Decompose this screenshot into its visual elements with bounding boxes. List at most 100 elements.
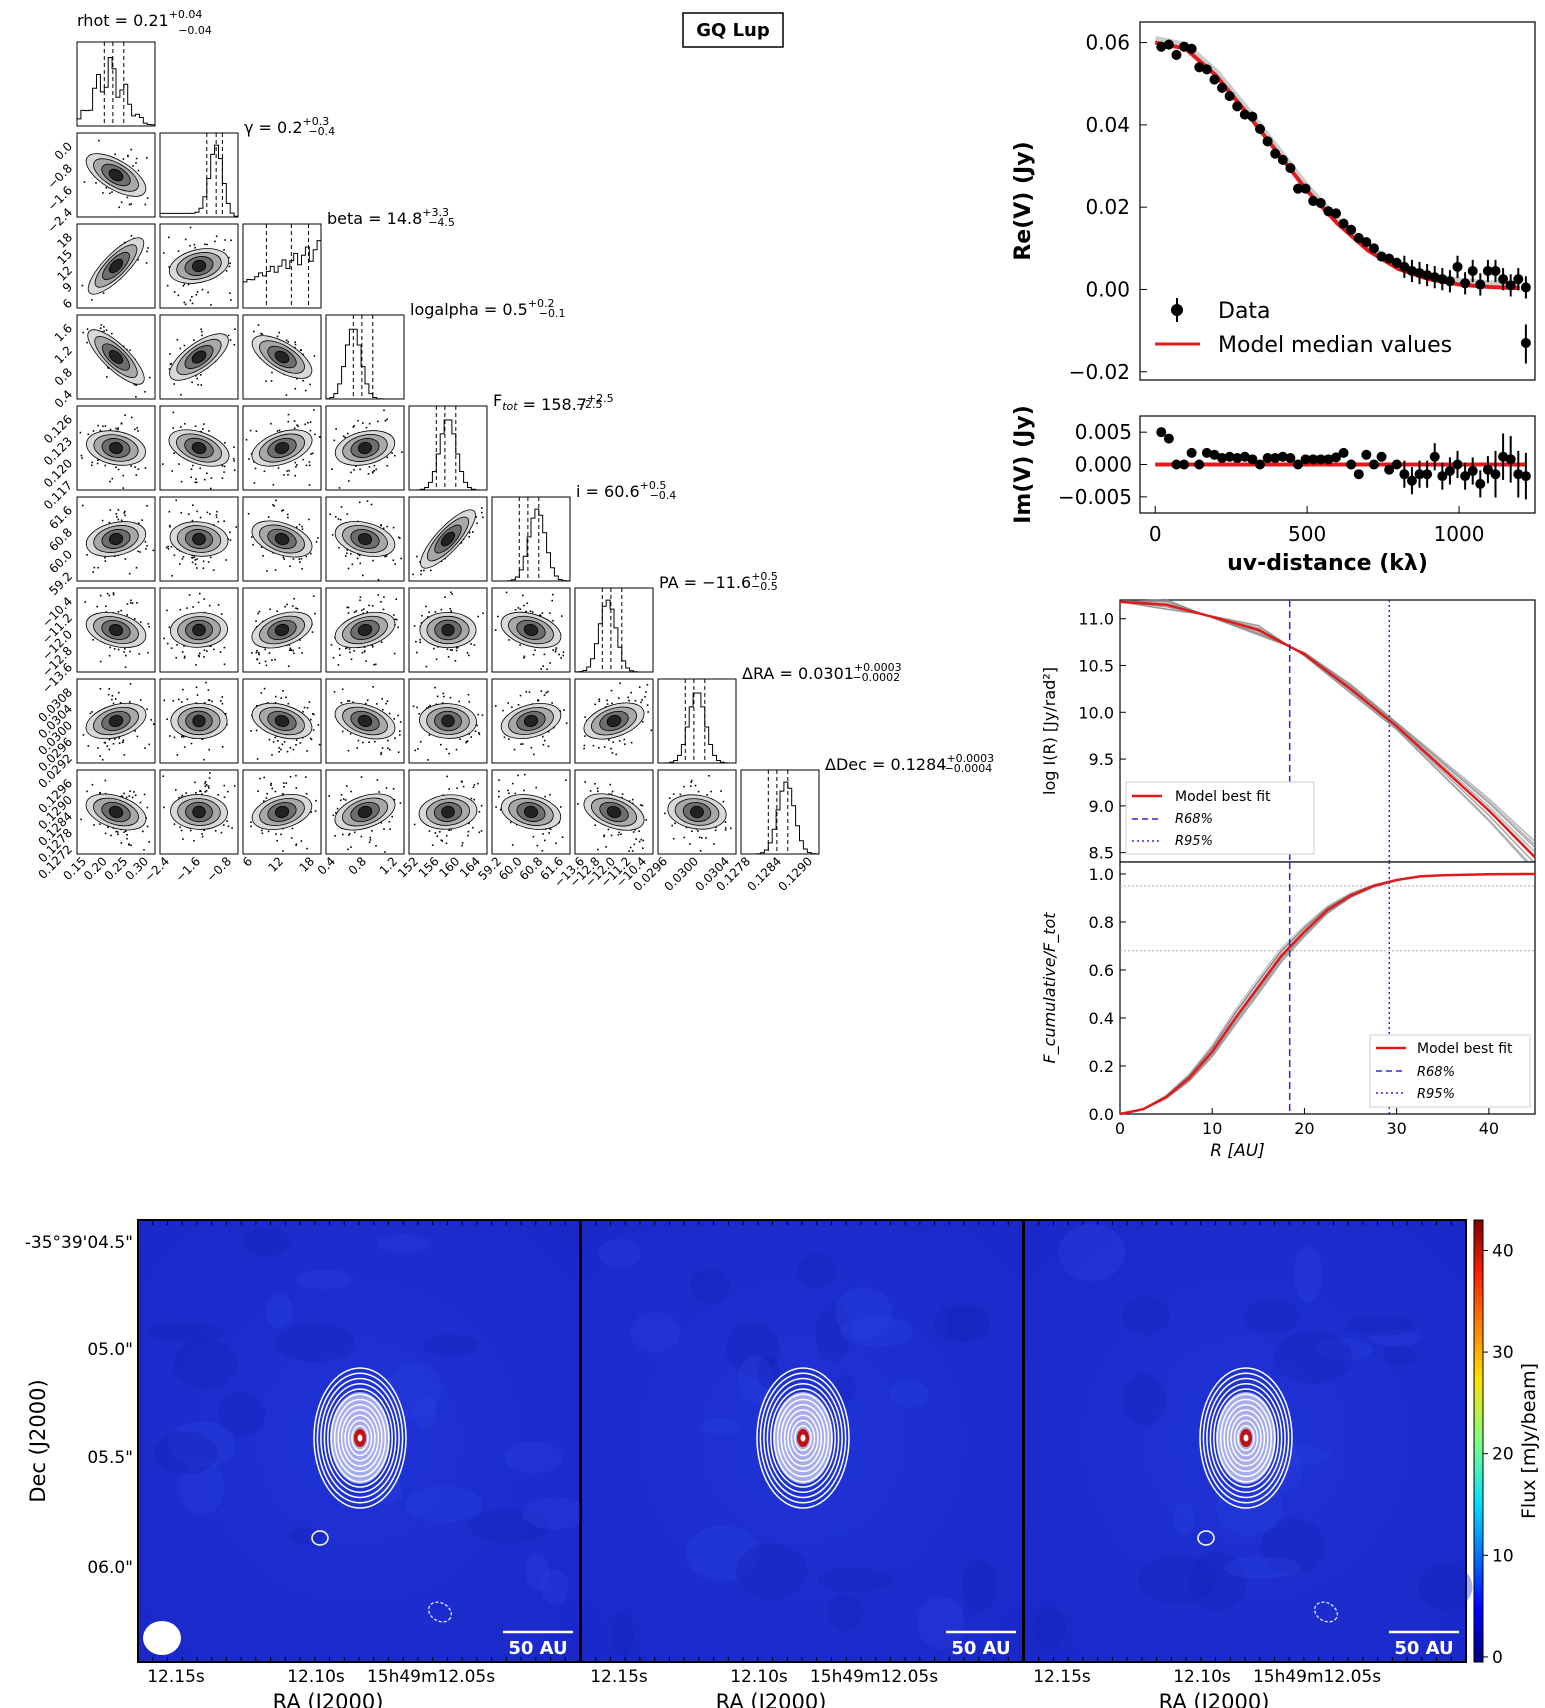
sample-point (305, 793, 308, 795)
sample-point (98, 139, 100, 142)
sample-point (459, 738, 461, 740)
map-noise (1223, 1556, 1302, 1579)
sample-point (180, 829, 183, 832)
sample-point (336, 807, 339, 810)
ytick-label: −0.02 (1069, 360, 1130, 384)
data-point (1239, 451, 1250, 462)
sample-point (84, 601, 86, 603)
sample-point (360, 835, 363, 838)
sample-point (346, 700, 349, 702)
sample-point (610, 793, 613, 795)
sample-point (632, 831, 635, 833)
data-point (1300, 183, 1311, 194)
corner-ytick: −0.8 (45, 161, 76, 192)
sample-point (399, 734, 401, 736)
ytick-label: 10.0 (1078, 703, 1114, 722)
sample-point (468, 536, 470, 538)
map-xtick-label: 15h49m12.05s (1253, 1667, 1381, 1687)
sample-point (108, 594, 111, 597)
map-noise (422, 1334, 480, 1356)
sample-point (521, 743, 524, 745)
sample-point (342, 798, 345, 800)
data-point (1262, 453, 1273, 464)
map-noise (737, 1355, 774, 1404)
sample-point (163, 252, 165, 254)
sample-point (231, 827, 233, 829)
sample-point (302, 379, 304, 382)
sample-point (638, 840, 641, 843)
sample-point (270, 782, 272, 785)
corner-xtick: 156 (416, 854, 442, 880)
sample-point (234, 328, 236, 330)
sample-point (195, 792, 197, 794)
sample-point (182, 736, 185, 738)
sample-point (359, 599, 361, 602)
data-point (1422, 270, 1433, 281)
sample-point (186, 607, 188, 609)
sample-point (117, 428, 119, 430)
sample-point (178, 463, 180, 465)
sample-point (210, 645, 212, 647)
param-label-1: rhot = 0.21+0.04 (77, 8, 202, 30)
sample-point (282, 556, 285, 559)
sample-point (191, 381, 193, 384)
sample-point (133, 383, 136, 386)
sample-point (223, 249, 225, 251)
sample-point (120, 842, 123, 844)
sample-point (348, 480, 350, 482)
sample-point (287, 341, 289, 343)
sample-point (266, 570, 268, 572)
sample-point (305, 776, 307, 778)
sample-point (114, 738, 116, 740)
sample-point (130, 465, 132, 467)
sample-point (378, 791, 380, 793)
corner-ytick: 6 (60, 296, 75, 311)
legend-label: Model best fit (1417, 1041, 1513, 1057)
corner-xtick: −1.6 (173, 854, 204, 885)
density-contour (192, 714, 206, 728)
sample-point (173, 736, 176, 739)
sample-point (562, 651, 565, 653)
sample-point (110, 834, 112, 837)
data-point (1346, 459, 1357, 470)
data-point (1376, 451, 1387, 462)
sample-point (176, 754, 179, 756)
sample-point (138, 522, 140, 525)
sample-point (594, 824, 596, 826)
sample-point (558, 653, 560, 656)
source-contour (320, 1377, 400, 1499)
sample-point (428, 830, 431, 832)
sample-point (353, 831, 356, 834)
sample-point (460, 542, 463, 544)
sample-point (109, 646, 111, 649)
sample-point (537, 699, 540, 702)
posterior-curve (1119, 599, 1536, 846)
sample-point (194, 563, 197, 565)
sample-point (480, 804, 483, 807)
sample-point (95, 182, 97, 184)
data-point (1384, 464, 1395, 475)
colorbar-tick-label: 30 (1492, 1343, 1514, 1363)
sample-point (332, 814, 335, 817)
sample-point (184, 303, 187, 306)
sample-point (361, 609, 363, 612)
corner-xtick: −2.4 (142, 854, 173, 885)
sample-point (508, 792, 510, 795)
sample-point (208, 699, 211, 702)
sample-point (380, 524, 382, 527)
sample-point (346, 552, 348, 555)
density-contour (192, 805, 206, 819)
ytick-label: 9.0 (1089, 797, 1114, 816)
data-point (1346, 224, 1357, 235)
density-contour (274, 350, 290, 364)
source-peak-center (1243, 1434, 1249, 1442)
sample-point (299, 742, 302, 744)
sample-point (190, 476, 192, 479)
corner-ytick: 60.0 (46, 547, 75, 576)
sample-point (204, 785, 207, 787)
sample-point (356, 747, 358, 749)
sample-point (509, 821, 512, 824)
sample-point (99, 660, 102, 663)
sample-point (175, 656, 177, 659)
